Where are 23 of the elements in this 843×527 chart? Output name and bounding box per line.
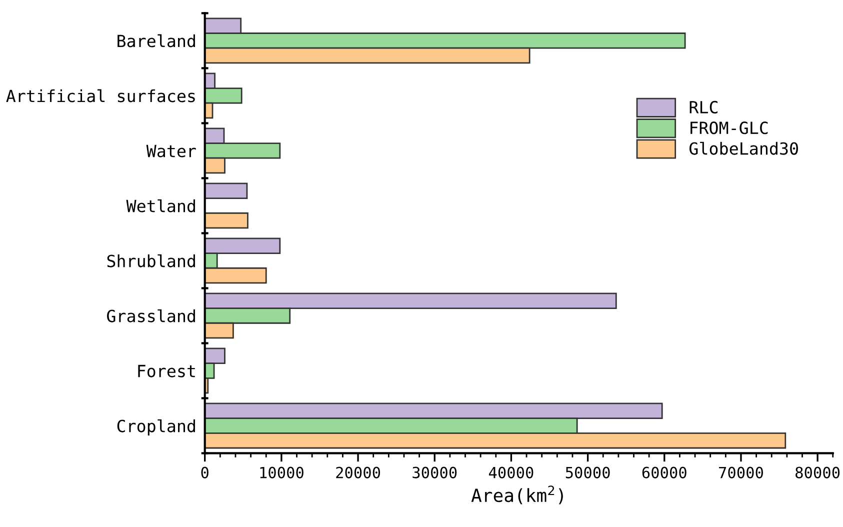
x-tick-label: 50000 [566, 466, 610, 478]
y-tick-label: Water [146, 144, 196, 158]
x-tick-label: 80000 [796, 466, 840, 478]
x-tick-label: 0 [201, 466, 208, 478]
y-tick-label: Bareland [118, 34, 195, 48]
x-tick-label: 10000 [260, 466, 304, 478]
bar [204, 212, 248, 229]
y-tick-label: Artificial surfaces [6, 89, 195, 102]
legend-label: RLC [690, 100, 718, 114]
x-axis-title: Area(km$^{2}$) [471, 486, 563, 504]
x-tick-label: 60000 [642, 466, 686, 478]
y-tick-label: Cropland [117, 419, 195, 436]
legend-label: GlobeLand30 [690, 142, 798, 155]
x-tick-label: 20000 [336, 466, 380, 478]
bar [204, 182, 248, 199]
y-tick-label: Forest [138, 364, 195, 378]
x-tick-label: 30000 [412, 466, 457, 478]
legend-label: FROM-GLC [690, 122, 768, 134]
y-tick-label: Wetland [126, 199, 195, 212]
y-tick-label: Grassland [107, 309, 195, 322]
x-tick-label: 70000 [719, 466, 763, 478]
y-tick-label: Shrubland [107, 254, 195, 268]
x-tick-label: 40000 [488, 466, 534, 478]
